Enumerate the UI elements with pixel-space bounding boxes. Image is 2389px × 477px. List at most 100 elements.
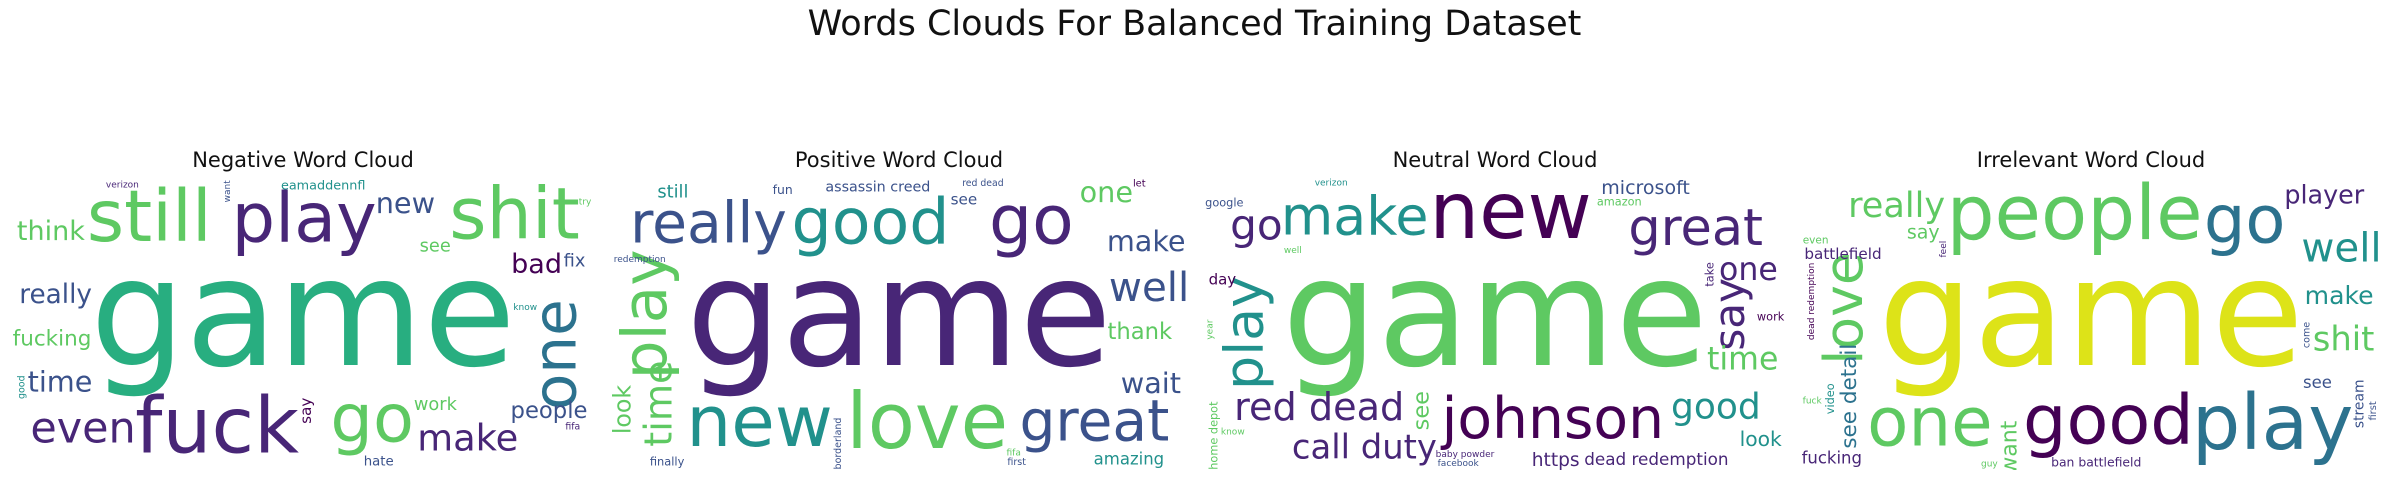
word-fucking: fucking <box>13 327 92 352</box>
word-people: people <box>511 398 588 424</box>
word-good: good <box>791 184 949 258</box>
word-dead-redemption: dead redemption <box>1807 263 1817 340</box>
word-amazon: amazon <box>1597 196 1642 209</box>
word-finally: finally <box>650 455 685 469</box>
word-https: https <box>1532 450 1580 470</box>
word-stream: stream <box>2352 379 2368 428</box>
word-cloud-irrelevant: game good people love one go play really make wel… <box>1800 178 2382 470</box>
word-still: still <box>87 178 212 258</box>
word-make: make <box>417 416 518 459</box>
word-good: good <box>1671 386 1761 427</box>
word-say: say <box>1705 278 1754 351</box>
word-game: game <box>1282 227 1708 401</box>
word-new: new <box>686 380 832 463</box>
word-see: see <box>2303 373 2332 392</box>
word-baby-powder: baby powder <box>1436 450 1495 460</box>
word-come: come <box>2302 322 2313 348</box>
word-fucking: fucking <box>1802 448 1862 467</box>
word-say: say <box>297 398 315 424</box>
panel-positive: Positive Word Cloud game love good play new g… <box>608 148 1190 470</box>
word-play: play <box>2192 378 2354 467</box>
word-shit: shit <box>449 178 579 256</box>
panel-title-neutral: Neutral Word Cloud <box>1392 148 1598 172</box>
word-battlefield: battlefield <box>1804 245 1881 263</box>
word-home-depot: home depot <box>1208 401 1221 470</box>
word-wait: wait <box>1121 366 1181 400</box>
word-verizon: verizon <box>106 181 139 191</box>
word-make: make <box>2305 281 2374 310</box>
word-game: game <box>1878 227 2304 401</box>
word-feel: feel <box>1939 241 1949 258</box>
word-see-detail: see detail <box>1837 344 1862 449</box>
word-want: want <box>223 180 233 203</box>
word-call-duty: call duty <box>1292 428 1437 467</box>
word-player: player <box>2284 179 2364 209</box>
word-know: know <box>513 303 537 313</box>
word-time: time <box>1707 341 1778 377</box>
word-one: one <box>522 299 591 410</box>
panel-title-negative: Negative Word Cloud <box>192 148 414 172</box>
word-great: great <box>1628 199 1763 258</box>
word-see: see <box>420 236 451 257</box>
word-go: go <box>2204 182 2286 258</box>
word-eamaddennfl: eamaddennfl <box>281 178 365 193</box>
word-borderland: borderland <box>833 418 844 470</box>
word-ban-battlefield: ban battlefield <box>2051 455 2141 470</box>
word-game: game <box>90 227 516 401</box>
word-let: let <box>1133 178 1146 189</box>
word-good: good <box>2023 381 2194 461</box>
word-know: know <box>1221 428 1245 438</box>
word-work: work <box>1757 310 1785 323</box>
word-day: day <box>1209 271 1237 289</box>
word-want: want <box>1998 420 2023 470</box>
word-cloud-negative: game play go fuck still shit make even fucking re… <box>12 178 594 470</box>
word-fifa: fifa <box>1007 448 1021 458</box>
word-cloud-neutral: game new johnson play make red dead great good c… <box>1204 178 1786 470</box>
word-verizon: verizon <box>1315 179 1348 189</box>
word-see: see <box>951 191 978 209</box>
word-take: take <box>1704 262 1717 286</box>
word-really: really <box>630 191 787 257</box>
word-fuck: fuck <box>135 382 299 470</box>
word-well: well <box>1109 263 1189 311</box>
word-great: great <box>1019 389 1169 455</box>
word-make: make <box>1281 185 1429 248</box>
word-really: really <box>1848 185 1945 226</box>
word-play: play <box>232 179 377 259</box>
word-make: make <box>1107 224 1186 258</box>
word-well: well <box>1284 246 1302 256</box>
word-one: one <box>1867 382 1993 461</box>
word-first: first <box>1007 457 1026 468</box>
word-amazing: amazing <box>1094 450 1164 469</box>
word-love: love <box>1812 252 1875 364</box>
panel-title-positive: Positive Word Cloud <box>794 148 1004 172</box>
word-assassin-creed: assassin creed <box>825 180 930 196</box>
word-thank: thank <box>1107 319 1173 345</box>
word-even: even <box>30 404 135 454</box>
word-still: still <box>657 181 688 202</box>
word-redemption: redemption <box>614 255 666 265</box>
word-think: think <box>17 216 85 247</box>
word-people: people <box>1947 178 2203 257</box>
word-cloud-positive: game love good play new go really great thank wel… <box>608 178 1190 470</box>
word-new: new <box>376 186 435 220</box>
word-look: look <box>1740 427 1782 451</box>
word-first: first <box>2368 401 2379 420</box>
word-look: look <box>608 385 636 435</box>
word-fuck: fuck <box>1803 397 1823 407</box>
word-hate: hate <box>364 455 394 470</box>
word-fix: fix <box>564 251 586 272</box>
word-shit: shit <box>2313 320 2375 359</box>
word-video: video <box>1824 383 1837 414</box>
word-see: see <box>1409 391 1435 430</box>
word-well: well <box>2301 223 2381 271</box>
word-microsoft: microsoft <box>1601 178 1690 199</box>
word-johnson: johnson <box>1440 386 1664 452</box>
word-say: say <box>1907 221 1940 243</box>
word-guy: guy <box>1981 460 1998 470</box>
word-one: one <box>1719 252 1778 288</box>
word-play: play <box>610 249 681 379</box>
